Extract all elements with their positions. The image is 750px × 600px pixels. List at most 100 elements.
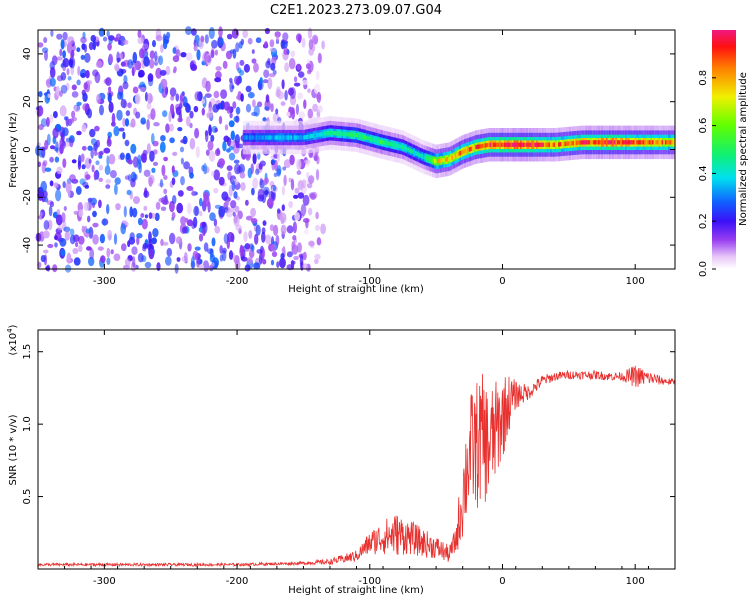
heatmap-noise-cell	[274, 31, 281, 38]
heatmap-ridge-cell	[448, 157, 451, 162]
figure-title: C2E1.2023.273.09.07.G04	[270, 3, 442, 18]
heatmap-noise-cell	[283, 47, 289, 56]
heatmap-noise-cell	[301, 37, 306, 48]
heatmap-x-tick-label: 0	[499, 276, 505, 287]
heatmap-noise-cell	[218, 205, 226, 218]
heatmap-ridge-cell	[499, 142, 502, 147]
heatmap-ridge-cell	[663, 140, 666, 145]
heatmap-noise-cell	[40, 180, 47, 193]
heatmap-noise-cell	[286, 251, 293, 258]
heatmap-ridge-cell	[395, 143, 398, 148]
heatmap-noise-cell	[129, 232, 135, 241]
heatmap-noise-cell	[217, 102, 224, 110]
heatmap-noise-cell	[194, 34, 200, 43]
heatmap-noise-cell	[235, 106, 241, 115]
heatmap-noise-cell	[132, 86, 139, 94]
heatmap-noise-cell	[240, 182, 246, 191]
heatmap-ridge-cell	[355, 133, 358, 138]
heatmap-noise-cell	[172, 195, 177, 205]
heatmap-ridge-cell	[373, 137, 376, 143]
heatmap-ridge-cell	[577, 140, 580, 145]
heatmap-noise-cell	[252, 99, 256, 108]
heatmap-noise-cell	[98, 150, 104, 156]
heatmap-noise-cell	[98, 177, 103, 182]
heatmap-ridge-cell	[503, 142, 506, 147]
heatmap-noise-cell	[49, 180, 54, 187]
heatmap-noise-cell	[228, 120, 235, 128]
heatmap-ridge-cell	[513, 142, 516, 147]
heatmap-noise-cell	[71, 159, 77, 164]
heatmap-ridge-cell	[279, 135, 282, 140]
heatmap-y-ticks: -40 -20 0 20 40	[22, 48, 675, 253]
heatmap-noise-cell	[130, 143, 137, 154]
heatmap-noise-cell	[85, 70, 90, 79]
heatmap-noise-cell	[89, 248, 95, 260]
heatmap-noise-cell	[56, 209, 61, 216]
heatmap-ridge-cell	[468, 147, 471, 152]
heatmap-noise-cell	[144, 214, 148, 219]
heatmap-noise-cell	[103, 147, 111, 154]
heatmap-ridge-cell	[472, 146, 474, 151]
heatmap-noise-cell	[204, 93, 212, 98]
heatmap-ridge-cell	[331, 130, 334, 136]
heatmap-ridge-cell	[475, 144, 478, 150]
heatmap-noise-cell	[264, 27, 270, 35]
heatmap-noise-cell	[113, 37, 119, 42]
snr-y-ticks: 0.5 1.0 1.5	[22, 344, 675, 505]
heatmap-noise-cell	[80, 54, 86, 60]
heatmap-noise-cell	[210, 49, 215, 59]
heatmap-noise-cell	[56, 56, 63, 61]
heatmap-noise-cell	[135, 111, 141, 119]
heatmap-noise-cell	[148, 231, 152, 243]
heatmap-noise-cell	[182, 135, 188, 145]
heatmap-noise-cell	[208, 150, 216, 162]
heatmap-noise-cell	[159, 141, 166, 153]
heatmap-noise-cell	[210, 134, 215, 142]
heatmap-noise-cell	[255, 224, 261, 236]
heatmap-ridge-cell	[489, 142, 492, 147]
heatmap-noise-cell	[138, 69, 145, 78]
heatmap-noise-cell	[141, 218, 148, 230]
heatmap-ridge-cell	[671, 140, 674, 145]
heatmap-noise-cell	[56, 33, 63, 40]
heatmap-noise-cell	[43, 220, 50, 230]
heatmap-ridge-cell	[542, 142, 545, 147]
heatmap-noise-cell	[214, 49, 218, 56]
heatmap-noise-cell	[213, 90, 220, 99]
heatmap-noise-cell	[116, 109, 123, 121]
heatmap-noise-cell	[82, 103, 89, 111]
heatmap-noise-cell	[113, 126, 120, 137]
heatmap-ridge-cell	[411, 149, 414, 154]
heatmap-noise-cell	[160, 206, 167, 212]
heatmap-noise-cell	[162, 110, 168, 118]
heatmap-ridge-cell	[300, 135, 302, 140]
snr-x-tick-label: -200	[226, 576, 249, 587]
heatmap-noise-cell	[186, 219, 194, 227]
heatmap-noise-cell	[127, 174, 132, 182]
heatmap-noise-cell	[215, 66, 222, 71]
heatmap-noise-cell	[64, 116, 68, 121]
heatmap-noise-cell	[203, 163, 208, 175]
heatmap-noise-cell	[214, 225, 221, 234]
heatmap-ridge-cell	[559, 142, 562, 147]
heatmap-ridge-cell	[449, 156, 452, 161]
heatmap-noise-cell	[59, 48, 63, 57]
heatmap-noise-cell	[62, 127, 69, 137]
heatmap-ridge-cell	[578, 140, 581, 145]
heatmap-noise-cell	[120, 61, 126, 67]
heatmap-noise-cell	[302, 251, 307, 261]
heatmap-noise-cell	[194, 127, 200, 139]
heatmap-noise-cell	[55, 85, 61, 97]
heatmap-noise-cell	[265, 94, 270, 103]
snr-y-scale: (x104)	[6, 324, 19, 355]
heatmap-noise-cell	[299, 254, 304, 267]
heatmap-ridge-cell	[419, 153, 422, 158]
heatmap-ridge-cell	[567, 141, 570, 146]
heatmap-noise-cell	[175, 106, 182, 116]
heatmap-noise-cell	[160, 78, 168, 90]
heatmap-noise-cell	[207, 107, 214, 119]
heatmap-noise-cell	[94, 125, 100, 132]
heatmap-ridge-cell	[292, 135, 294, 140]
heatmap-ridge-cell	[309, 134, 312, 139]
heatmap-noise-cell	[66, 68, 70, 76]
